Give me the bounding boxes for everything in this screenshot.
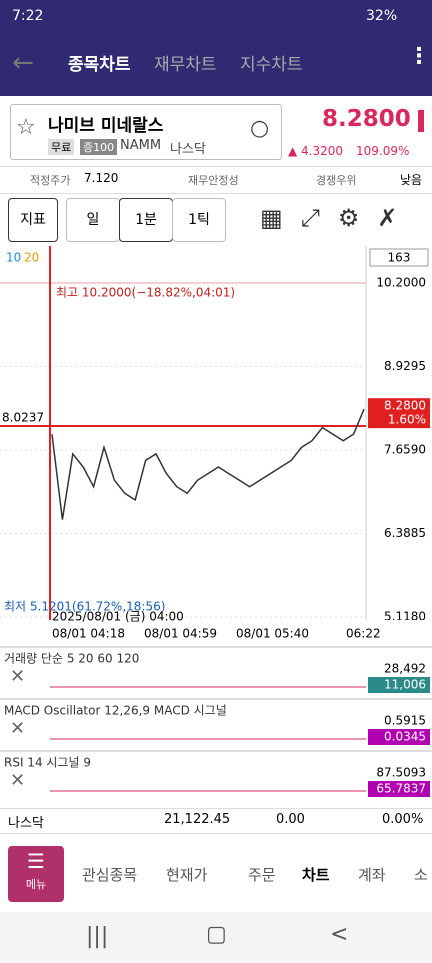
tab[interactable]: 지수차트 <box>240 55 303 75</box>
nav-item[interactable]: 주문 <box>248 866 276 884</box>
ma-legend: 10 <box>6 251 21 265</box>
x-tick-label: 08/01 04:18 <box>52 627 125 641</box>
button[interactable]: 일 <box>66 198 120 242</box>
stock-name: 나미브 미네랄스 <box>48 116 164 136</box>
tab[interactable]: 재무차트 <box>154 55 217 75</box>
count-box <box>369 248 429 267</box>
chart: 10 20 16310.20008.92957.65906.38855.1180최고… <box>0 246 432 797</box>
tab[interactable]: 종목차트 <box>68 55 131 75</box>
last-price: 8.2800 <box>384 399 426 413</box>
time-bg <box>0 620 432 646</box>
stock-box[interactable] <box>10 104 282 160</box>
count-box-text: 163 <box>388 251 411 265</box>
panel-last-box <box>368 677 430 693</box>
panel-last: 11,006 <box>384 678 426 692</box>
panel-title: 거래량 단순 5 20 60 120 <box>4 652 139 666</box>
more-menu[interactable]: ⋮ <box>408 44 430 69</box>
header-bg <box>0 0 432 96</box>
panel-max: 0.5915 <box>384 714 426 728</box>
stability: 재무안정성 <box>188 174 239 187</box>
crosshair-label: 8.0237 <box>2 411 44 425</box>
low-label: 최저 5.1201(61.72%,18:56) <box>4 600 165 614</box>
index-pct: 0.00% <box>382 812 424 827</box>
star[interactable]: ☆ <box>16 115 36 140</box>
nav-item[interactable]: 소 <box>414 866 428 884</box>
button[interactable]: 지표 <box>8 198 58 242</box>
panel-last-box <box>368 729 430 745</box>
info-row <box>0 166 432 194</box>
menu-label: 메뉴 <box>25 878 47 891</box>
price-axis-bg <box>366 246 432 646</box>
panel-max: 87.5093 <box>376 766 426 780</box>
price-bar <box>418 110 424 132</box>
change: ▲ 4.3200 <box>288 144 344 158</box>
status-battery: 32% <box>366 8 398 24</box>
search-icon[interactable]: ○ <box>250 116 270 141</box>
button[interactable]: 1틱 <box>172 198 226 242</box>
high-label: 최고 10.2000(−18.82%,04:01) <box>56 286 235 300</box>
start-time: 2025/08/01 (금) 04:00 <box>52 610 184 624</box>
x-tick-label: 08/01 05:40 <box>236 627 309 641</box>
panel-title: RSI 14 시그널 9 <box>4 756 91 770</box>
tool-icons[interactable]: ▦⤢⚙✗ <box>260 204 416 232</box>
index-name: 나스닥 <box>8 816 44 831</box>
nav-item[interactable]: 계좌 <box>358 866 386 884</box>
price-line <box>51 408 365 520</box>
panel-max: 28,492 <box>384 662 426 676</box>
y-tick-label: 10.2000 <box>376 276 426 290</box>
ma-legend: 20 <box>24 251 39 265</box>
panel-title: MACD Oscillator 12,26,9 MACD 시그널 <box>4 704 227 718</box>
badge: 무료 <box>48 139 75 155</box>
last-price-box <box>368 398 430 429</box>
level: 낮음 <box>400 173 423 187</box>
back-arrow[interactable]: ← <box>12 48 34 78</box>
index-value: 21,122.45 <box>164 812 231 827</box>
panel-close: ✕ <box>10 666 25 687</box>
panel-close: ✕ <box>10 770 25 791</box>
fair-label: 적정주가 <box>30 174 71 187</box>
ticker: NAMM <box>120 138 162 153</box>
system-nav: ||| ▢ < <box>0 912 432 963</box>
nav-item[interactable]: 차트 <box>302 866 330 884</box>
competitive: 경쟁우위 <box>316 174 357 187</box>
x-tick-label: 06:22 <box>346 627 381 641</box>
y-tick-label: 6.3885 <box>384 526 426 540</box>
menu-button[interactable]: ☰ 메뉴 <box>8 846 64 902</box>
fair-value: 7.120 <box>84 171 119 185</box>
button[interactable]: 1분 <box>119 198 173 242</box>
price: 8.2800 <box>322 106 411 132</box>
nav-item[interactable]: 현재가 <box>166 866 208 884</box>
panel-close: ✕ <box>10 718 25 739</box>
badge: 증100 <box>80 139 118 155</box>
change-pct: 109.09% <box>356 144 410 158</box>
panel-last: 65.7837 <box>376 782 426 796</box>
status-time: 7:22 <box>12 8 44 24</box>
index-row <box>0 808 432 834</box>
panel-last: 0.0345 <box>384 730 426 744</box>
last-pct: 1.60% <box>388 413 426 427</box>
market: 나스닥 <box>170 142 206 157</box>
index-change: 0.00 <box>276 812 305 827</box>
y-tick-label: 8.9295 <box>384 359 426 373</box>
x-tick-label: 08/01 04:59 <box>144 627 217 641</box>
nav-item[interactable]: 관심종목 <box>82 866 138 884</box>
panel-last-box <box>368 781 430 797</box>
y-tick-label: 7.6590 <box>384 443 426 457</box>
